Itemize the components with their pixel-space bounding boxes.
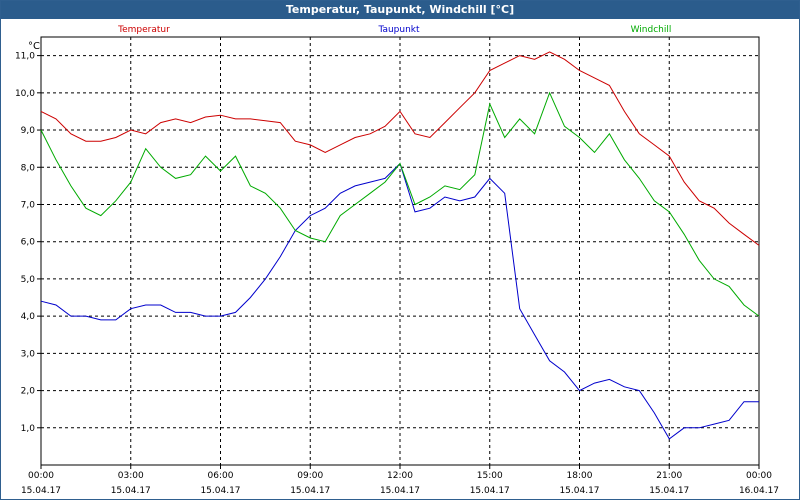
window-title: Temperatur, Taupunkt, Windchill [°C] bbox=[1, 1, 799, 19]
line-chart: 1,0 2,0 3,0 4,0 5,0 6,0 7,0 8,0 9,0 10,0 11,0°C 00:… bbox=[15, 25, 779, 496]
series-line-windchill bbox=[40, 91, 760, 317]
x-tick-date-label: 15.04.17 bbox=[649, 486, 689, 496]
y-tick-label: 3,0 bbox=[21, 349, 36, 359]
x-tick-time-label: 09:00 bbox=[297, 471, 323, 481]
y-tick-label: 8,0 bbox=[21, 163, 36, 173]
x-tick-time-label: 00:00 bbox=[746, 471, 772, 481]
x-tick-time-label: 00:00 bbox=[28, 471, 54, 481]
legend-entry-taupunkt: Taupunkt bbox=[377, 25, 420, 35]
x-tick-date-label: 15.04.17 bbox=[380, 486, 420, 496]
legend-entry-windchill: Windchill bbox=[631, 25, 672, 35]
x-tick-date-label: 15.04.17 bbox=[200, 486, 240, 496]
plot-area bbox=[40, 36, 760, 466]
x-tick-time-label: 12:00 bbox=[387, 471, 413, 481]
y-tick-label: 2,0 bbox=[21, 387, 36, 397]
legend-entry-temperatur: Temperatur bbox=[117, 25, 170, 35]
x-tick-date-label: 16.04.17 bbox=[739, 486, 779, 496]
x-tick-date-label: 15.04.17 bbox=[559, 486, 599, 496]
y-tick-label: 5,0 bbox=[21, 275, 36, 285]
x-tick-time-label: 15:00 bbox=[477, 471, 503, 481]
y-tick-label: 4,0 bbox=[21, 312, 36, 322]
y-tick-label: 10,0 bbox=[15, 89, 35, 99]
x-tick-time-label: 06:00 bbox=[208, 471, 234, 481]
y-tick-label: 1,0 bbox=[21, 424, 36, 434]
y-tick-label: 6,0 bbox=[21, 238, 36, 248]
y-tick-label: 9,0 bbox=[21, 126, 36, 136]
x-tick-date-label: 15.04.17 bbox=[470, 486, 510, 496]
series-line-temperatur bbox=[40, 51, 760, 246]
y-tick-label: 7,0 bbox=[21, 200, 36, 210]
x-tick-time-label: 18:00 bbox=[567, 471, 593, 481]
x-tick-time-label: 03:00 bbox=[118, 471, 144, 481]
y-axis-label: °C bbox=[28, 41, 40, 52]
y-tick-label: 11,0 bbox=[15, 52, 35, 62]
x-tick-date-label: 15.04.17 bbox=[21, 486, 61, 496]
x-tick-date-label: 15.04.17 bbox=[290, 486, 330, 496]
x-tick-time-label: 21:00 bbox=[656, 471, 682, 481]
x-tick-date-label: 15.04.17 bbox=[111, 486, 151, 496]
